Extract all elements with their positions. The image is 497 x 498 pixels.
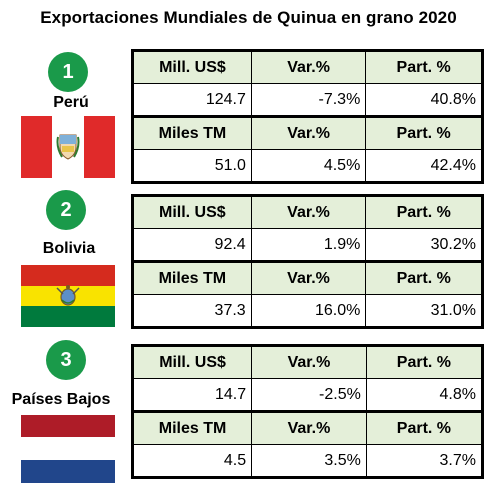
header-cell: Mill. US$	[132, 50, 252, 84]
header-cell: Var.%	[251, 345, 367, 379]
value-cell: 1.9%	[250, 228, 367, 262]
value-cell: 124.7	[132, 83, 252, 117]
header-cell: Var.%	[251, 410, 367, 445]
header-cell: Var.%	[250, 260, 367, 295]
country-name-bolivia: Bolivia	[42, 240, 96, 257]
header-cell: Part. %	[365, 345, 484, 379]
table-row: 37.3 16.0% 31.0%	[132, 294, 483, 328]
header-cell: Part. %	[365, 410, 484, 445]
header-cell: Miles TM	[132, 115, 252, 150]
value-cell: 4.5	[131, 444, 253, 478]
value-cell: 3.5%	[251, 444, 367, 478]
value-cell: 4.8%	[365, 378, 484, 412]
table-row: Mill. US$ Var.% Part. %	[131, 345, 484, 379]
value-cell: 92.4	[132, 228, 252, 262]
paises-bajos-stats-table: Mill. US$ Var.% Part. % 14.7 -2.5% 4.8% …	[131, 344, 484, 479]
table-row: Miles TM Var.% Part. %	[132, 260, 483, 295]
value-cell: 14.7	[131, 378, 253, 412]
table-row: Mill. US$ Var.% Part. %	[132, 50, 483, 84]
header-cell: Part. %	[365, 195, 483, 229]
table-row: Miles TM Var.% Part. %	[132, 115, 483, 150]
bolivia-coat-of-arms-icon	[56, 285, 80, 306]
header-cell: Miles TM	[132, 260, 252, 295]
peru-coat-of-arms-icon	[56, 134, 80, 160]
peru-flag-icon	[21, 116, 115, 178]
value-cell: 42.4%	[365, 149, 483, 183]
rank-badge-1: 1	[48, 52, 88, 92]
table-row: 92.4 1.9% 30.2%	[132, 228, 483, 262]
header-cell: Part. %	[365, 115, 483, 150]
netherlands-flag-icon	[21, 415, 115, 483]
header-cell: Part. %	[365, 260, 483, 295]
table-row: 4.5 3.5% 3.7%	[131, 444, 484, 478]
value-cell: -7.3%	[250, 83, 367, 117]
table-row: Miles TM Var.% Part. %	[131, 410, 484, 445]
table-row: Mill. US$ Var.% Part. %	[132, 195, 483, 229]
page-title: Exportaciones Mundiales de Quinua en gra…	[40, 8, 457, 27]
header-cell: Var.%	[250, 115, 367, 150]
value-cell: -2.5%	[251, 378, 367, 412]
table-row: 51.0 4.5% 42.4%	[132, 149, 483, 183]
value-cell: 40.8%	[365, 83, 483, 117]
bolivia-stats-table: Mill. US$ Var.% Part. % 92.4 1.9% 30.2% …	[131, 194, 484, 329]
country-name-peru: Perú	[53, 94, 89, 111]
header-cell: Part. %	[365, 50, 483, 84]
header-cell: Mill. US$	[131, 345, 253, 379]
value-cell: 16.0%	[250, 294, 367, 328]
bolivia-flag-icon	[21, 265, 115, 327]
rank-badge-2: 2	[46, 190, 86, 230]
value-cell: 37.3	[132, 294, 252, 328]
value-cell: 30.2%	[365, 228, 483, 262]
table-row: 124.7 -7.3% 40.8%	[132, 83, 483, 117]
header-cell: Miles TM	[131, 410, 253, 445]
value-cell: 51.0	[132, 149, 252, 183]
country-name-paises-bajos: Países Bajos	[11, 391, 111, 408]
peru-stats-table: Mill. US$ Var.% Part. % 124.7 -7.3% 40.8…	[131, 49, 484, 184]
rank-badge-3: 3	[46, 340, 86, 380]
table-row: 14.7 -2.5% 4.8%	[131, 378, 484, 412]
header-cell: Var.%	[250, 50, 367, 84]
value-cell: 31.0%	[365, 294, 483, 328]
value-cell: 3.7%	[365, 444, 484, 478]
header-cell: Var.%	[250, 195, 367, 229]
header-cell: Mill. US$	[132, 195, 252, 229]
value-cell: 4.5%	[250, 149, 367, 183]
